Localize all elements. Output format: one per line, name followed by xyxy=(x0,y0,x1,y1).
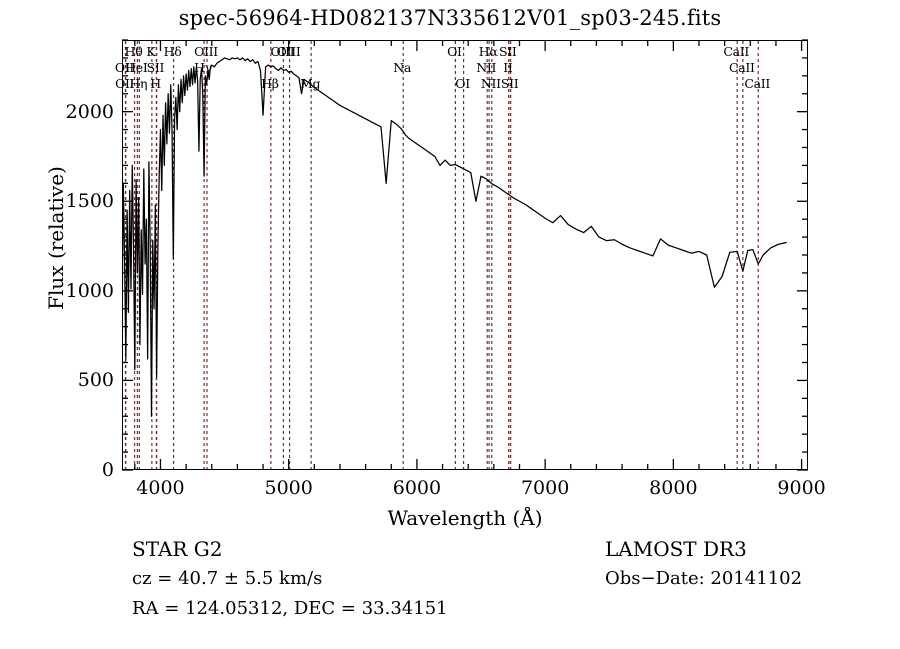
spectral-line-label: OIII xyxy=(276,44,301,59)
x-tick-label: 9000 xyxy=(777,477,826,499)
star-class-line: STAR G2 xyxy=(132,537,223,561)
coordinates-line: RA = 124.05312, DEC = 33.34151 xyxy=(132,598,448,619)
x-tick-label: 5000 xyxy=(264,477,313,499)
spectral-line-label: SII xyxy=(498,44,517,59)
spectral-line-label: OI xyxy=(455,76,470,91)
x-axis-tick-labels: 4000 5000 6000 7000 8000 9000 xyxy=(0,477,900,503)
y-axis-title: Flux (relative) xyxy=(44,166,68,310)
spectral-line-label: NII xyxy=(480,76,501,91)
x-tick-label: 7000 xyxy=(520,477,570,499)
spectral-line-label: OII xyxy=(115,76,135,91)
y-tick-label: 1000 xyxy=(65,279,114,302)
metadata-right-block: LAMOST DR3 Obs−Date: 20141102 xyxy=(605,534,802,594)
y-tick-label: 0 xyxy=(101,459,114,481)
observation-date: Obs−Date: 20141102 xyxy=(605,568,803,589)
spectral-line-label: NII xyxy=(476,60,497,75)
spectral-line-label: OII xyxy=(114,60,135,75)
survey-name: LAMOST DR3 xyxy=(605,537,747,561)
x-tick-label: 4000 xyxy=(136,477,185,499)
spectral-line-label: SII xyxy=(500,76,519,91)
spectral-line-label: Mg xyxy=(300,76,321,91)
spectral-line-label: Hη xyxy=(129,76,148,91)
spectral-line-label: OIII xyxy=(270,44,295,59)
x-tick-label: 8000 xyxy=(649,477,698,499)
spectral-line-label: HeI xyxy=(125,60,148,75)
x-axis-title: Wavelength (Å) xyxy=(387,506,543,530)
spectral-line-label: CaII xyxy=(729,60,755,75)
spectral-line-label: OIII xyxy=(194,44,218,59)
spectral-line-label: Hθ xyxy=(124,44,143,59)
spectral-line-label: OI xyxy=(447,44,462,59)
redshift-velocity-line: cz = 40.7 ± 5.5 km/s xyxy=(132,568,323,589)
plot-frame xyxy=(122,40,808,470)
spectral-line-label: CaII xyxy=(723,44,750,59)
metadata-left-block: STAR G2 cz = 40.7 ± 5.5 km/s RA = 124.05… xyxy=(132,534,448,624)
x-tick-label: 6000 xyxy=(392,477,442,499)
spectral-line-label: Hα xyxy=(478,44,498,59)
spectral-line-label: Hβ xyxy=(261,76,279,91)
y-tick-label: 2000 xyxy=(65,100,114,123)
spectral-line-label: CaII xyxy=(744,76,771,91)
page-title: spec-56964-HD082137N335612V01_sp03-245.f… xyxy=(178,6,722,30)
spectral-line-label: Hγ xyxy=(194,60,212,75)
y-tick-label: 1500 xyxy=(65,190,114,213)
spectral-line-label: K xyxy=(146,44,156,59)
y-tick-label: 500 xyxy=(77,369,114,392)
spectral-line-label: Na xyxy=(393,60,412,75)
y-axis-tick-labels: 0 500 1000 1500 2000 xyxy=(0,40,114,481)
spectral-line-label: Hδ xyxy=(163,44,182,59)
spectral-line-label: II xyxy=(503,60,513,75)
spectral-line-label: H xyxy=(150,76,161,91)
spectral-line-label: SII xyxy=(146,60,165,75)
